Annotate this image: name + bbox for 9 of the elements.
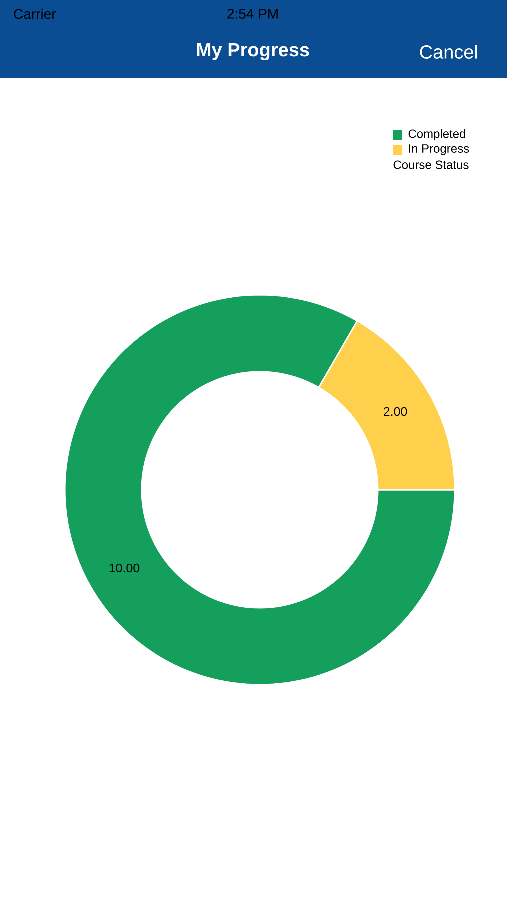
text: 2:54 PM xyxy=(228,9,278,19)
data-label: 10.00 xyxy=(110,564,140,573)
legend-label: In Progress xyxy=(409,144,470,156)
legend-title: Course Status xyxy=(394,160,469,170)
chart-title: My Progress xyxy=(197,43,310,61)
text: Cancel xyxy=(420,45,478,59)
legend-label: Completed xyxy=(408,129,466,141)
text: Carrier xyxy=(14,8,56,20)
data-label: 2.00 xyxy=(384,407,408,416)
